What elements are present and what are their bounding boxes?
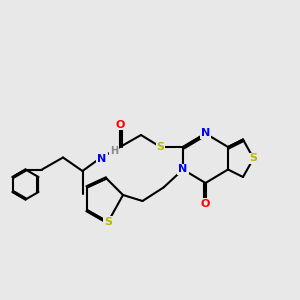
Text: N: N [178,164,188,175]
Text: H: H [110,146,118,157]
Text: N: N [201,128,210,139]
Text: O: O [201,199,210,209]
Text: O: O [115,119,125,130]
Text: N: N [98,154,106,164]
Text: S: S [157,142,164,152]
Text: S: S [250,153,257,164]
Text: S: S [104,217,112,227]
